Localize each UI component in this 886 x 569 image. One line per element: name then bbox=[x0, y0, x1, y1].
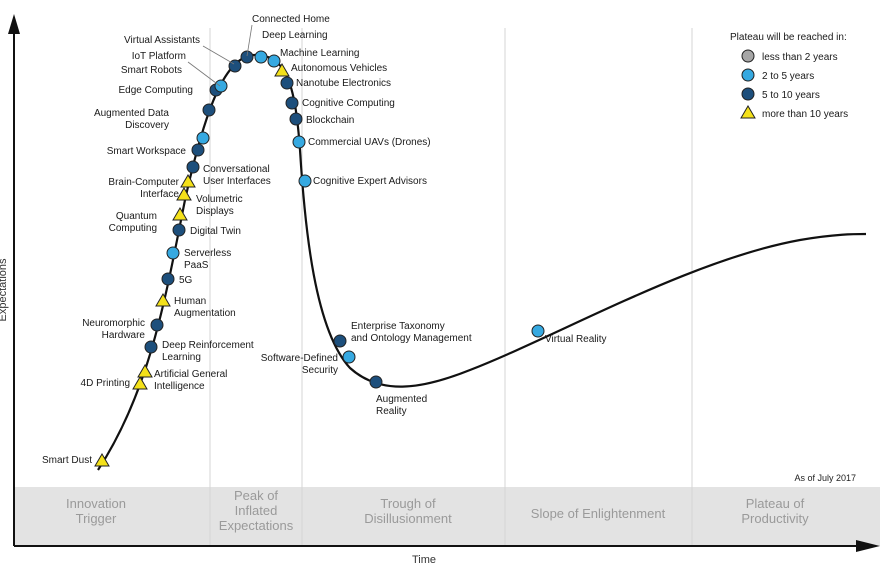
label-serverless-paas: Serverless PaaS bbox=[184, 248, 231, 271]
label-blockchain: Blockchain bbox=[306, 115, 354, 126]
label-augmented-reality: Augmented Reality bbox=[376, 394, 427, 417]
label-brain-computer-interface: Brain-Computer Interface bbox=[108, 177, 179, 200]
label-5g: 5G bbox=[179, 275, 193, 286]
technology-markers bbox=[94, 50, 545, 467]
legend-label-lt2: less than 2 years bbox=[762, 52, 838, 63]
marker-connected-home bbox=[240, 50, 254, 64]
phase-label-4: Slope of Enlightenment bbox=[531, 506, 666, 521]
y-axis-arrowhead bbox=[8, 14, 20, 34]
marker-quantum-computing bbox=[172, 207, 188, 221]
as-of-note: As of July 2017 bbox=[794, 473, 856, 483]
label-autonomous-vehicles: Autonomous Vehicles bbox=[291, 63, 387, 74]
marker-digital-twin bbox=[172, 223, 186, 237]
legend-marker-2to5 bbox=[741, 68, 755, 82]
marker-artificial-general-intelligence bbox=[137, 364, 153, 378]
label-cognitive-computing: Cognitive Computing bbox=[302, 98, 395, 109]
label-software-defined-security: Software-Defined Security bbox=[261, 353, 338, 376]
label-volumetric-displays: Volumetric Displays bbox=[196, 194, 243, 217]
label-connected-home: Connected Home bbox=[252, 14, 330, 25]
leader-line bbox=[202, 45, 235, 65]
label-deep-reinforcement-learning: Deep Reinforcement Learning bbox=[162, 340, 254, 363]
label-smart-dust: Smart Dust bbox=[42, 455, 92, 466]
marker-5g bbox=[161, 272, 175, 286]
marker-nanotube-electronics bbox=[280, 76, 294, 90]
marker-machine-learning bbox=[267, 54, 281, 68]
phase-label-1: Innovation Trigger bbox=[66, 496, 126, 526]
phase-dividers bbox=[209, 28, 693, 546]
marker-blockchain bbox=[289, 112, 303, 126]
marker-commercial-uavs-drones bbox=[292, 135, 306, 149]
marker-volumetric-displays bbox=[176, 187, 192, 201]
marker-4d-printing bbox=[132, 376, 148, 390]
label-smart-workspace: Smart Workspace bbox=[107, 146, 187, 157]
y-axis-title: Expectations bbox=[0, 258, 9, 321]
label-augmented-data-discovery: Augmented Data Discovery bbox=[94, 108, 169, 131]
label-quantum-computing: Quantum Computing bbox=[109, 211, 157, 234]
marker-brain-computer-interface bbox=[180, 174, 196, 188]
label-edge-computing: Edge Computing bbox=[119, 85, 194, 96]
marker-conversational-user-interfaces bbox=[186, 160, 200, 174]
leader-line bbox=[187, 61, 221, 87]
legend-marker-lt2 bbox=[741, 49, 755, 63]
label-conversational-user-interfaces: Conversational User Interfaces bbox=[203, 164, 271, 187]
label-digital-twin: Digital Twin bbox=[190, 226, 241, 237]
x-axis-title: Time bbox=[412, 554, 436, 566]
label-artificial-general-intelligence: Artificial General Intelligence bbox=[154, 369, 227, 392]
label-neuromorphic-hardware: Neuromorphic Hardware bbox=[82, 318, 145, 341]
marker-virtual-reality bbox=[531, 324, 545, 338]
legend-title: Plateau will be reached in: bbox=[730, 32, 847, 43]
phase-label-3: Trough of Disillusionment bbox=[364, 496, 452, 526]
legend-label-2to5: 2 to 5 years bbox=[762, 71, 814, 82]
marker-cognitive-expert-advisors bbox=[298, 174, 312, 188]
technology-labels: Smart Dust 4D Printing Artificial General I… bbox=[42, 14, 607, 466]
label-deep-learning: Deep Learning bbox=[262, 30, 328, 41]
label-virtual-assistants: Virtual Assistants bbox=[124, 35, 200, 46]
marker-deep-learning bbox=[254, 50, 268, 64]
marker-smart-dust bbox=[94, 453, 110, 467]
marker-neuromorphic-hardware bbox=[150, 318, 164, 332]
x-axis-arrowhead bbox=[856, 540, 880, 552]
marker-augmented-data-discovery bbox=[196, 131, 210, 145]
marker-iot-platform bbox=[214, 79, 228, 93]
label-commercial-uavs-drones: Commercial UAVs (Drones) bbox=[308, 137, 431, 148]
marker-smart-workspace bbox=[191, 143, 205, 157]
phase-labels: Innovation Trigger Peak of Inflated Expectat… bbox=[66, 488, 809, 533]
marker-cognitive-computing bbox=[285, 96, 299, 110]
marker-software-defined-security bbox=[342, 350, 356, 364]
label-cognitive-expert-advisors: Cognitive Expert Advisors bbox=[313, 176, 427, 187]
label-nanotube-electronics: Nanotube Electronics bbox=[296, 78, 391, 89]
marker-autonomous-vehicles bbox=[274, 63, 290, 77]
marker-augmented-reality bbox=[369, 375, 383, 389]
marker-deep-reinforcement-learning bbox=[144, 340, 158, 354]
legend-label-5to10: 5 to 10 years bbox=[762, 90, 820, 101]
leader-line bbox=[246, 24, 253, 57]
marker-edge-computing bbox=[202, 103, 216, 117]
label-machine-learning: Machine Learning bbox=[280, 48, 360, 59]
legend-label-gt10: more than 10 years bbox=[762, 109, 848, 120]
marker-human-augmentation bbox=[155, 293, 171, 307]
phase-label-2: Peak of Inflated Expectations bbox=[219, 488, 294, 533]
label-smart-robots: Smart Robots bbox=[121, 65, 182, 76]
legend-marker-5to10 bbox=[741, 87, 755, 101]
marker-serverless-paas bbox=[166, 246, 180, 260]
label-4d-printing: 4D Printing bbox=[81, 378, 130, 389]
legend: Plateau will be reached in: less than 2 y… bbox=[730, 32, 848, 120]
legend-marker-gt10 bbox=[740, 105, 756, 119]
label-virtual-reality: Virtual Reality bbox=[545, 334, 607, 345]
label-enterprise-taxonomy-and-ontology-management: Enterprise Taxonomy and Ontology Manageme… bbox=[351, 321, 472, 344]
marker-enterprise-taxonomy-and-ontology-management bbox=[333, 334, 347, 348]
label-human-augmentation: Human Augmentation bbox=[174, 296, 236, 319]
phase-band bbox=[14, 487, 880, 546]
phase-label-5: Plateau of Productivity bbox=[741, 496, 809, 526]
label-iot-platform: IoT Platform bbox=[132, 51, 186, 62]
